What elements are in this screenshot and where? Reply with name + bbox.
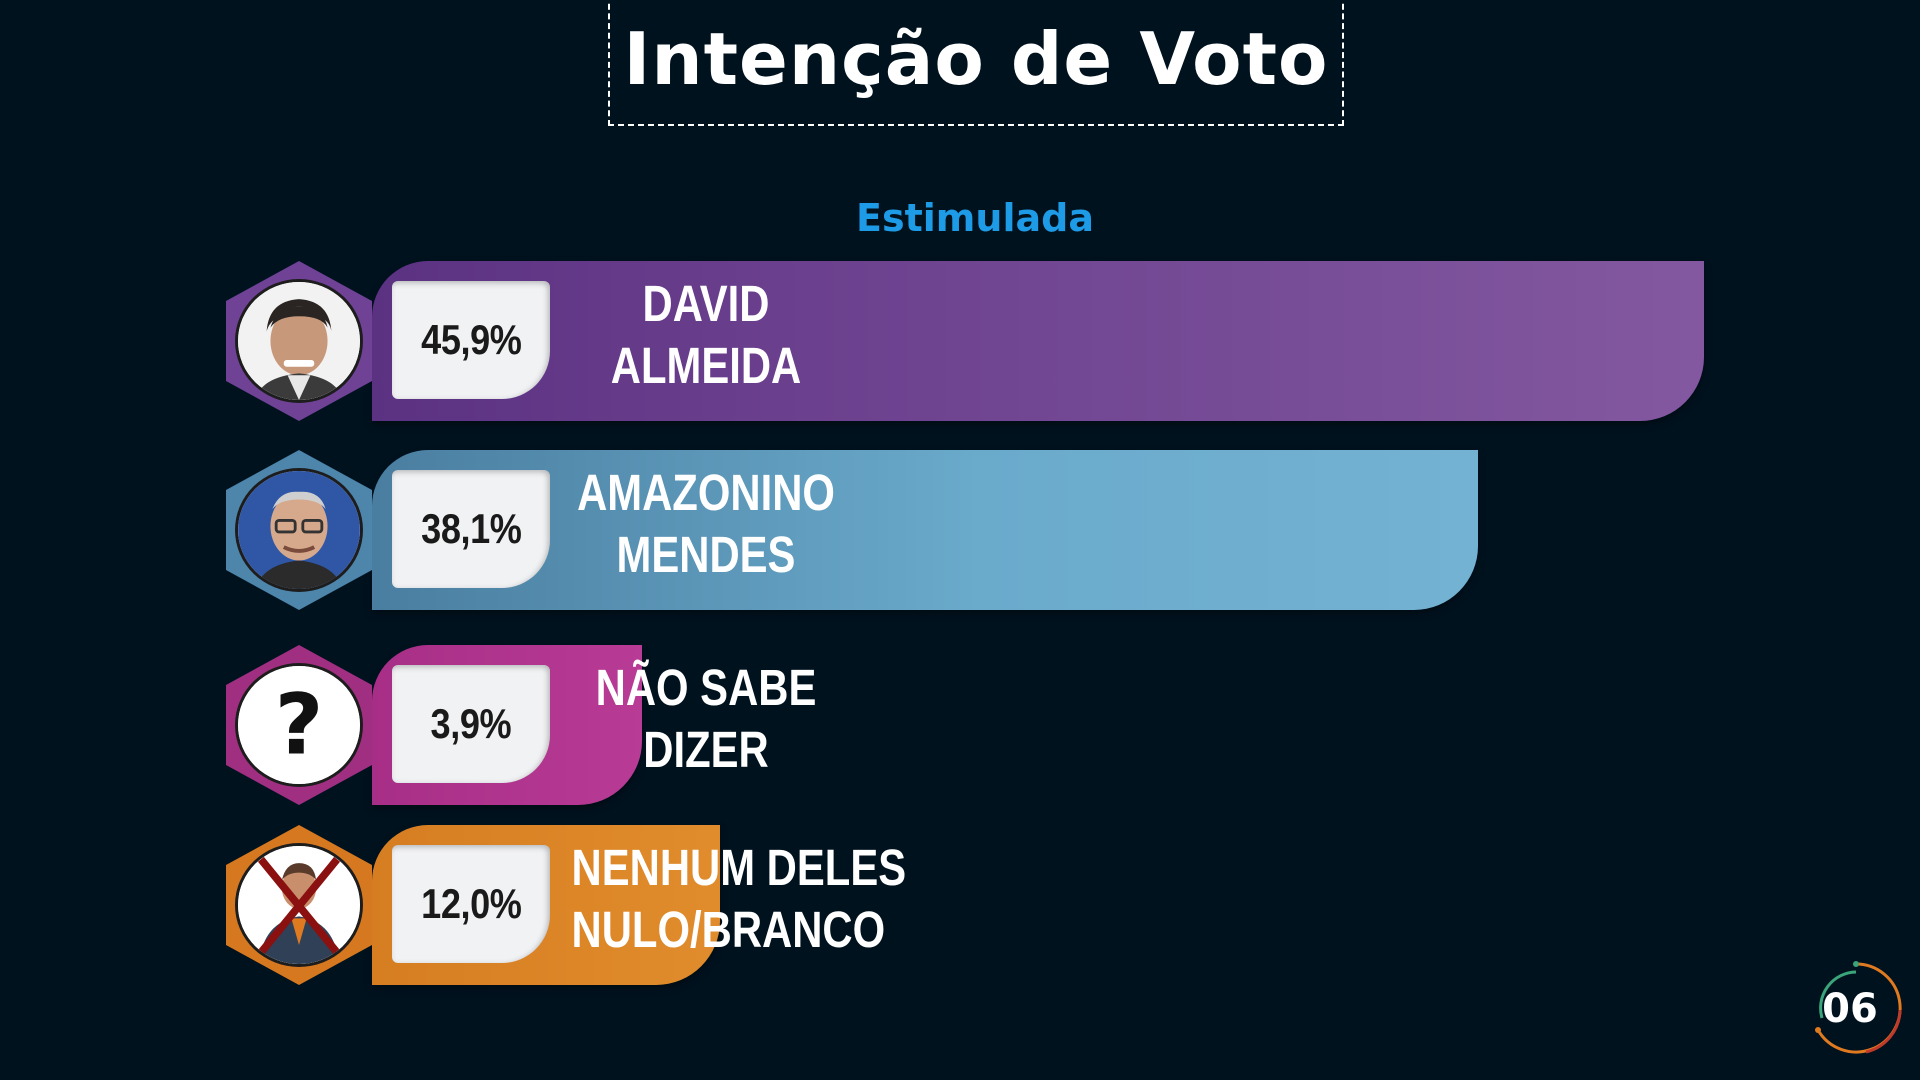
candidate-name-line-1: NÃO SABE (595, 659, 817, 716)
page-number: 06 (1822, 986, 1878, 1032)
bar-row-amazonino-mendes: 38,1% AMAZONINO MENDES (0, 450, 1920, 610)
candidate-name-line-1: NENHUM DELES (571, 839, 907, 896)
question-mark-icon: ? (235, 663, 363, 787)
bar-row-nao-sabe-dizer: 3,9% NÃO SABE DIZER ? (0, 645, 1920, 805)
bar: 45,9% (372, 261, 1704, 421)
bar: 3,9% (372, 645, 642, 805)
percentage-box: 3,9% (392, 665, 550, 783)
candidate-photo-icon (235, 468, 363, 592)
candidate-name-line-1: DAVID (642, 275, 770, 332)
bar-row-nenhum-deles: 12,0% NENHUM DELES NULO/BRANCO (0, 825, 1920, 985)
svg-text:?: ? (275, 676, 324, 774)
candidate-name: NÃO SABE DIZER (572, 657, 841, 781)
candidate-name-line-2: DIZER (643, 721, 769, 778)
candidate-name-line-2: MENDES (616, 526, 796, 583)
candidate-name: AMAZONINO MENDES (572, 462, 841, 586)
percentage-box: 45,9% (392, 281, 550, 399)
percentage-label: 3,9% (430, 700, 512, 747)
candidate-name: DAVID ALMEIDA (572, 273, 841, 397)
candidate-name-line-2: ALMEIDA (610, 337, 802, 394)
percentage-label: 38,1% (420, 505, 522, 552)
chart-subtitle: Estimulada (856, 196, 1094, 240)
bar: 38,1% (372, 450, 1478, 610)
page-number-badge: 06 (1806, 956, 1906, 1062)
percentage-label: 45,9% (420, 316, 522, 363)
percentage-label: 12,0% (420, 880, 522, 927)
candidate-name: NENHUM DELES NULO/BRANCO (571, 837, 907, 961)
page-badge-ring-icon (1815, 961, 1902, 1054)
title-frame: Intenção de Voto (608, 0, 1344, 126)
bar-row-david-almeida: 45,9% DAVID ALMEIDA (0, 261, 1920, 421)
candidate-name-line-2: NULO/BRANCO (571, 901, 886, 958)
page-title: Intenção de Voto (623, 17, 1329, 101)
candidate-name-line-1: AMAZONINO (577, 464, 835, 521)
percentage-box: 38,1% (392, 470, 550, 588)
percentage-box: 12,0% (392, 845, 550, 963)
crossed-person-icon (235, 843, 363, 967)
bar: 12,0% (372, 825, 721, 985)
candidate-photo-icon (235, 279, 363, 403)
